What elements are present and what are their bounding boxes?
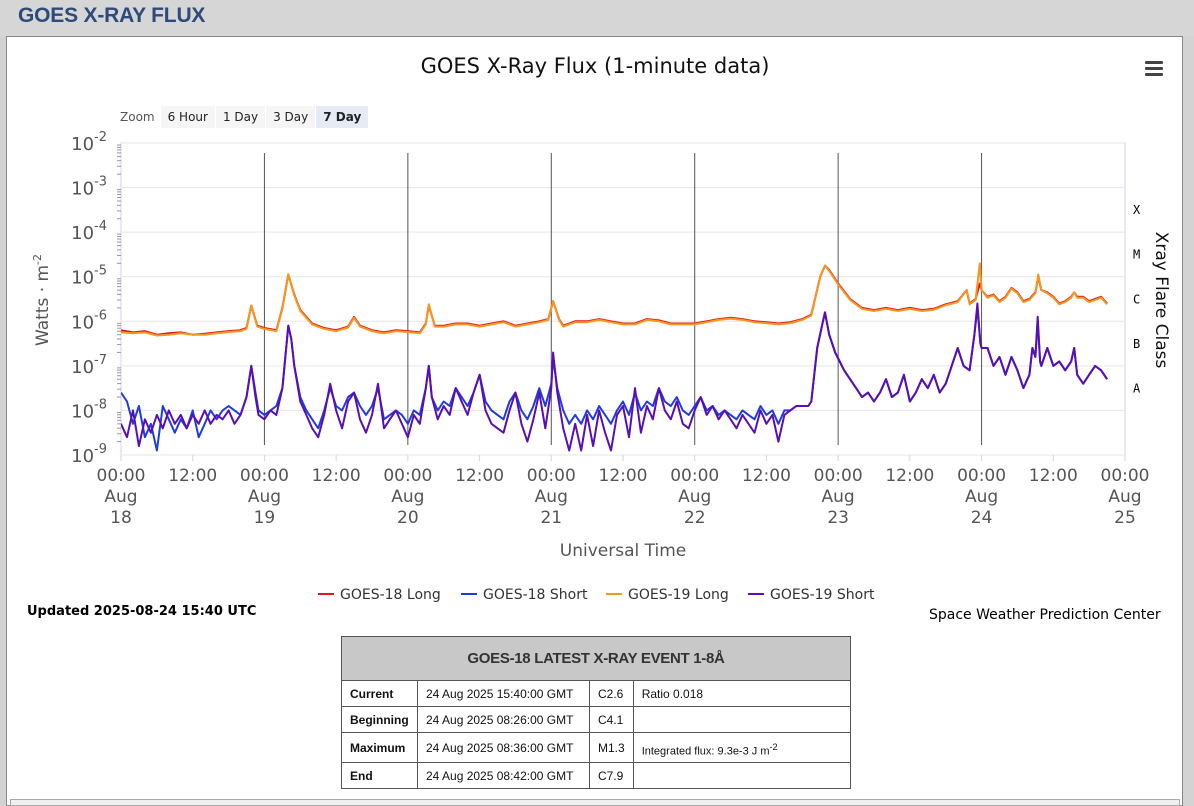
y-tick-label: 10-5 xyxy=(71,264,107,289)
integrated-flux-unit-exponent: -2 xyxy=(769,741,778,752)
table-row: Beginning 24 Aug 2025 08:26:00 GMT C4.1 xyxy=(341,706,852,733)
flare-class-label: A xyxy=(1133,381,1141,395)
x-tick-label: 00:00 xyxy=(957,466,1006,486)
row-time: 24 Aug 2025 08:42:00 GMT xyxy=(417,762,590,789)
row-time: 24 Aug 2025 08:26:00 GMT xyxy=(417,706,590,733)
x-tick-day-label: 18 xyxy=(110,508,132,528)
x-tick-label: 00:00 xyxy=(383,466,432,486)
x-tick-label: 00:00 xyxy=(1101,466,1150,486)
series-line-goes-19-short xyxy=(121,302,1108,452)
row-class: C7.9 xyxy=(589,762,634,789)
x-tick-day-label: 22 xyxy=(684,508,706,528)
x-tick-label: 00:00 xyxy=(97,466,146,486)
y-axis-title: Watts · m-2 xyxy=(31,254,53,346)
x-tick-label: 00:00 xyxy=(670,466,719,486)
x-tick-label: 12:00 xyxy=(1029,466,1078,486)
x-tick-month-label: Aug xyxy=(678,487,711,507)
x-axis-title: Universal Time xyxy=(560,541,686,561)
flare-class-label: C xyxy=(1133,292,1140,306)
legend-item-label: GOES-18 Long xyxy=(340,587,441,603)
y-tick-label: 10-6 xyxy=(71,308,107,333)
x-tick-label: 00:00 xyxy=(240,466,289,486)
row-note xyxy=(632,762,852,789)
x-tick-month-label: Aug xyxy=(535,487,568,507)
xray-flux-chart: 10-2 10-3 10-4 10-5 10-6 10-7 10-8 10-9 Watts · … xyxy=(31,130,1171,603)
latest-event-table: GOES-18 LATEST X-RAY EVENT 1-8Å Current … xyxy=(341,636,852,789)
x-tick-month-label: Aug xyxy=(965,487,998,507)
credit-text: Space Weather Prediction Center xyxy=(929,607,1161,623)
row-label: Beginning xyxy=(341,706,418,733)
x-tick-label: 12:00 xyxy=(885,466,934,486)
flare-class-label: B xyxy=(1133,337,1140,351)
zoom-label: Zoom xyxy=(120,110,155,124)
x-tick-day-label: 25 xyxy=(1114,508,1136,528)
legend-item-label: GOES-19 Short xyxy=(770,587,875,603)
hamburger-menu-icon[interactable] xyxy=(1145,61,1163,77)
flare-class-label: X xyxy=(1133,203,1141,217)
y-tick-label: 10-9 xyxy=(71,442,107,467)
row-label: Maximum xyxy=(341,732,418,763)
zoom-3-day-button[interactable]: 3 Day xyxy=(266,106,316,128)
flare-class-label: M xyxy=(1133,248,1140,262)
y-tick-label: 10-4 xyxy=(71,219,107,244)
y-tick-label: 10-7 xyxy=(71,353,107,378)
bottom-scroll-strip xyxy=(10,799,1180,806)
zoom-1-day-button[interactable]: 1 Day xyxy=(215,106,266,128)
zoom-6-hour-button[interactable]: 6 Hour xyxy=(160,106,215,128)
x-tick-label: 12:00 xyxy=(312,466,361,486)
y2-axis-title: Xray Flare Class xyxy=(1151,232,1171,369)
legend-item-label: GOES-19 Long xyxy=(628,587,729,603)
series-line-goes-19-long xyxy=(121,262,1108,337)
y-tick-label: 10-3 xyxy=(71,175,107,200)
x-tick-month-label: Aug xyxy=(1108,487,1141,507)
updated-timestamp: Updated 2025-08-24 15:40 UTC xyxy=(27,604,257,619)
table-row: Current 24 Aug 2025 15:40:00 GMT C2.6 Ra… xyxy=(341,680,852,707)
table-row: Maximum 24 Aug 2025 08:36:00 GMT M1.3 In… xyxy=(341,732,852,763)
page-header: GOES X-RAY FLUX xyxy=(0,0,1194,36)
integrated-flux-text: Integrated flux: 9.3e-3 J m xyxy=(641,745,770,758)
x-tick-day-label: 20 xyxy=(397,508,419,528)
y-tick-label: 10-8 xyxy=(71,397,107,422)
x-tick-month-label: Aug xyxy=(391,487,424,507)
x-tick-label: 12:00 xyxy=(742,466,791,486)
row-class: C2.6 xyxy=(589,680,634,707)
x-tick-day-label: 24 xyxy=(971,508,993,528)
x-tick-month-label: Aug xyxy=(822,487,855,507)
x-tick-day-label: 23 xyxy=(827,508,849,528)
x-tick-label: 12:00 xyxy=(455,466,504,486)
x-tick-label: 00:00 xyxy=(527,466,576,486)
row-note: Ratio 0.018 xyxy=(632,680,852,707)
row-class: C4.1 xyxy=(589,706,634,733)
row-label: End xyxy=(341,762,418,789)
table-row: End 24 Aug 2025 08:42:00 GMT C7.9 xyxy=(341,762,852,789)
legend-item-label: GOES-18 Short xyxy=(483,587,588,603)
page-title: GOES X-RAY FLUX xyxy=(18,4,206,27)
x-tick-label: 00:00 xyxy=(814,466,863,486)
chart-title: GOES X-Ray Flux (1-minute data) xyxy=(420,54,770,78)
row-time: 24 Aug 2025 08:36:00 GMT xyxy=(417,732,590,763)
zoom-bar: Zoom 6 Hour 1 Day 3 Day 7 Day xyxy=(120,105,369,129)
x-tick-day-label: 19 xyxy=(254,508,276,528)
x-tick-label: 12:00 xyxy=(168,466,217,486)
y-tick-label: 10-2 xyxy=(71,130,107,155)
row-time: 24 Aug 2025 15:40:00 GMT xyxy=(417,680,590,707)
row-label: Current xyxy=(341,680,418,707)
x-tick-label: 12:00 xyxy=(599,466,648,486)
zoom-7-day-button[interactable]: 7 Day xyxy=(316,106,369,128)
row-note: Integrated flux: 9.3e-3 J m-2 xyxy=(632,732,852,763)
x-tick-day-label: 21 xyxy=(540,508,562,528)
row-note xyxy=(632,706,852,733)
x-tick-month-label: Aug xyxy=(248,487,281,507)
event-table-title: GOES-18 LATEST X-RAY EVENT 1-8Å xyxy=(341,636,851,681)
x-tick-month-label: Aug xyxy=(104,487,137,507)
row-class: M1.3 xyxy=(589,732,634,763)
